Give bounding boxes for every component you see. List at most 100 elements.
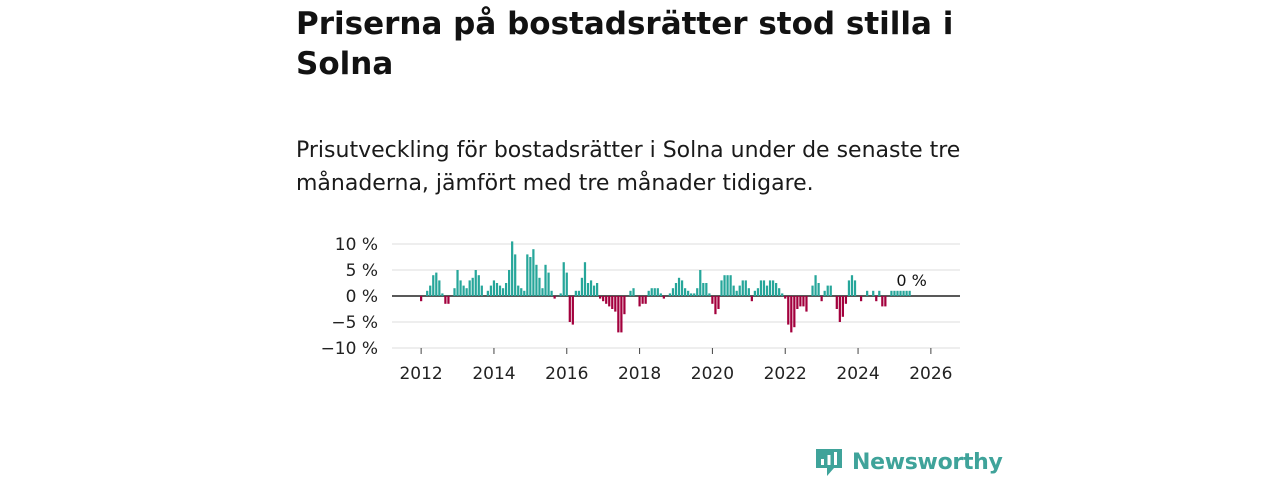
- chart-subtitle: Prisutveckling för bostadsrätter i Solna…: [296, 138, 961, 196]
- bar: [456, 270, 459, 296]
- bar: [708, 293, 711, 296]
- bar: [659, 293, 662, 296]
- bar: [599, 296, 602, 299]
- bar: [741, 280, 744, 296]
- bar: [547, 272, 550, 296]
- newsworthy-logo: Newsworthy: [814, 446, 1003, 478]
- bar: [580, 277, 584, 296]
- bar: [650, 288, 653, 296]
- bar: [765, 285, 769, 296]
- bar: [489, 285, 493, 296]
- bar: [553, 296, 556, 299]
- x-tick-label: 2022: [764, 364, 807, 384]
- bar: [520, 288, 523, 296]
- bar: [890, 290, 893, 296]
- bar: [559, 293, 562, 296]
- bar: [498, 285, 502, 296]
- x-tick-label: 2020: [691, 364, 734, 384]
- x-tick-label: 2024: [836, 364, 879, 384]
- bar: [805, 296, 808, 312]
- bars: [420, 241, 911, 333]
- bar: [744, 280, 747, 296]
- x-tick-label: 2012: [399, 364, 442, 384]
- bar: [508, 270, 511, 296]
- bar: [835, 296, 838, 309]
- bar-chart: 10 % 5 % 0 % −5 % −10 % 2012 2014 2016 2018 2020…: [321, 235, 960, 384]
- bar: [847, 280, 851, 296]
- bar: [671, 288, 675, 296]
- bar: [429, 285, 432, 296]
- bar: [544, 264, 547, 296]
- x-tick-label: 2018: [618, 364, 661, 384]
- bar: [602, 296, 605, 302]
- bar: [711, 296, 714, 304]
- bar: [787, 296, 790, 325]
- bar: [762, 280, 766, 296]
- bar: [620, 296, 623, 333]
- last-value-label: 0 %: [896, 271, 926, 290]
- bar: [511, 241, 514, 296]
- bar: [790, 296, 793, 333]
- x-tick-label: 2014: [472, 364, 515, 384]
- bar: [687, 290, 690, 296]
- bar: [820, 296, 823, 302]
- bar: [811, 285, 814, 296]
- bar: [680, 280, 684, 296]
- bar: [826, 285, 829, 296]
- bar: [668, 293, 672, 296]
- bar: [541, 288, 544, 296]
- bar: [492, 280, 496, 296]
- bar: [802, 296, 805, 307]
- bar: [699, 270, 702, 296]
- bar: [702, 283, 705, 296]
- bar: [535, 264, 538, 296]
- bar: [738, 285, 741, 296]
- bar: [611, 296, 614, 309]
- bar: [523, 290, 526, 296]
- bar: [605, 296, 608, 304]
- bar: [595, 283, 599, 296]
- bar: [908, 290, 911, 296]
- bar: [817, 283, 820, 296]
- bar: [723, 275, 726, 296]
- bar: [514, 254, 517, 296]
- y-tick-label: 0 %: [346, 287, 378, 307]
- bar: [872, 290, 875, 296]
- bar: [677, 277, 681, 296]
- bar: [592, 285, 596, 296]
- bar: [504, 283, 508, 296]
- bar: [447, 296, 450, 304]
- bar: [726, 275, 729, 296]
- bar: [532, 249, 535, 296]
- bar: [690, 293, 693, 296]
- y-tick-label: 5 %: [346, 261, 378, 281]
- bar: [608, 296, 611, 307]
- bar: [893, 290, 896, 296]
- bar: [778, 288, 781, 296]
- bar: [674, 283, 678, 296]
- bar: [753, 290, 756, 296]
- bar: [459, 280, 462, 296]
- bar: [583, 262, 587, 296]
- bar: [586, 283, 590, 296]
- bar: [902, 290, 905, 296]
- bar: [875, 296, 878, 302]
- bar: [896, 290, 899, 296]
- bar: [705, 283, 708, 296]
- bar: [441, 293, 444, 296]
- bar: [717, 296, 720, 309]
- bar: [771, 280, 775, 296]
- bar: [866, 290, 869, 296]
- bar: [614, 296, 617, 312]
- bar: [756, 288, 760, 296]
- bar: [629, 290, 632, 296]
- bar: [644, 296, 647, 304]
- bar: [465, 288, 468, 296]
- bar: [823, 290, 826, 296]
- y-tick-label: −5 %: [331, 313, 378, 333]
- bar: [735, 290, 738, 296]
- y-tick-label: −10 %: [321, 339, 378, 359]
- bar: [829, 285, 832, 296]
- bar: [784, 296, 787, 299]
- bar: [696, 288, 699, 296]
